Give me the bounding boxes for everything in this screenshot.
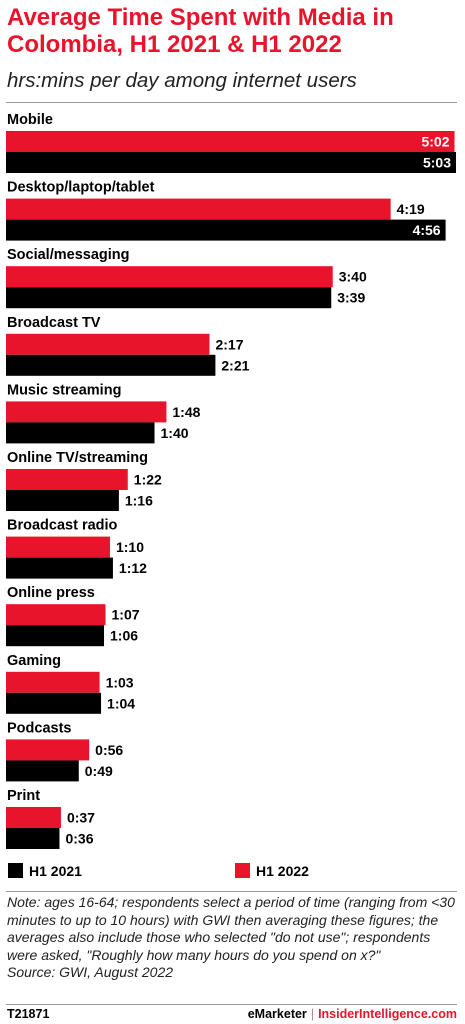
brand-emarketer: eMarketer: [247, 1007, 307, 1021]
category-label-music-streaming: Music streaming: [7, 382, 121, 398]
bar-h1-2022-online-tv-streaming: [6, 469, 128, 490]
value-label-h1-2022-desktop-laptop-tablet: 4:19: [397, 201, 425, 217]
value-label-h1-2022-online-tv-streaming: 1:22: [134, 472, 162, 488]
source-text: Source: GWI, August 2022: [7, 964, 174, 980]
bar-h1-2022-mobile: [6, 131, 455, 152]
value-label-h1-2021-print: 0:36: [65, 831, 93, 847]
legend-swatch-h1-2021: [8, 863, 23, 878]
bar-h1-2022-broadcast-radio: [6, 536, 110, 558]
notes-block: Note: ages 16-64; respondents select a p…: [7, 894, 459, 982]
value-label-h1-2021-music-streaming: 1:40: [161, 425, 189, 441]
category-label-print: Print: [7, 788, 40, 804]
note-text: Note: ages 16-64; respondents select a p…: [7, 894, 455, 963]
value-label-h1-2022-social-messaging: 3:40: [339, 269, 367, 285]
category-label-desktop-laptop-tablet: Desktop/laptop/tablet: [7, 180, 155, 196]
bar-h1-2022-broadcast-tv: [6, 333, 210, 355]
bar-h1-2021-print: [6, 828, 60, 849]
bar-h1-2021-online-press: [6, 625, 105, 647]
value-label-h1-2022-podcasts: 0:56: [95, 742, 123, 758]
value-label-h1-2021-desktop-laptop-tablet: 4:56: [413, 222, 441, 238]
value-label-h1-2021-social-messaging: 3:39: [337, 290, 365, 306]
bar-h1-2021-social-messaging: [6, 287, 332, 309]
footer-divider: [6, 1004, 457, 1005]
bar-h1-2021-broadcast-tv: [6, 354, 216, 376]
category-label-gaming: Gaming: [7, 653, 61, 669]
bar-h1-2021-podcasts: [6, 760, 79, 782]
value-label-h1-2022-mobile: 5:02: [421, 134, 449, 150]
value-label-h1-2021-mobile: 5:03: [423, 155, 451, 171]
footer-brand: eMarketer | InsiderIntelligence.com: [248, 1007, 457, 1022]
chart-id: T21871: [7, 1007, 50, 1021]
legend-swatch-h1-2022: [235, 863, 250, 878]
category-label-podcasts: Podcasts: [7, 720, 71, 736]
value-label-h1-2021-broadcast-tv: 2:21: [221, 357, 249, 373]
chart-title: Average Time Spent with Media in Colombi…: [7, 4, 394, 58]
legend-label-h1-2022: H1 2022: [256, 863, 309, 879]
bar-h1-2022-gaming: [6, 671, 100, 693]
bar-h1-2021-music-streaming: [6, 422, 155, 444]
bar-h1-2021-online-tv-streaming: [6, 490, 119, 511]
bar-h1-2022-music-streaming: [6, 401, 167, 423]
value-label-h1-2022-online-press: 1:07: [112, 607, 140, 623]
brand-insiderintelligence: InsiderIntelligence.com: [318, 1007, 457, 1021]
value-label-h1-2021-gaming: 1:04: [107, 695, 135, 711]
legend-item-h1-2021: H1 2021: [8, 862, 82, 880]
value-label-h1-2022-broadcast-tv: 2:17: [215, 336, 243, 352]
category-label-online-tv-streaming: Online TV/streaming: [7, 450, 148, 466]
value-label-h1-2022-print: 0:37: [67, 810, 95, 826]
category-label-broadcast-radio: Broadcast radio: [7, 518, 118, 534]
bar-h1-2021-desktop-laptop-tablet: [6, 219, 446, 241]
value-label-h1-2022-gaming: 1:03: [106, 674, 134, 690]
category-label-broadcast-tv: Broadcast TV: [7, 315, 101, 331]
value-label-h1-2022-music-streaming: 1:48: [172, 404, 200, 420]
bar-h1-2022-online-press: [6, 604, 106, 626]
bar-h1-2021-mobile: [6, 152, 456, 173]
header-divider: [6, 102, 457, 103]
category-label-social-messaging: Social/messaging: [7, 247, 130, 263]
category-label-online-press: Online press: [7, 585, 95, 601]
legend-item-h1-2022: H1 2022: [235, 862, 309, 880]
bar-h1-2021-gaming: [6, 692, 102, 714]
category-label-mobile: Mobile: [7, 112, 53, 128]
legend-label-h1-2021: H1 2021: [29, 863, 82, 879]
bar-h1-2021-broadcast-radio: [6, 557, 113, 579]
chart-subtitle: hrs:mins per day among internet users: [7, 69, 357, 92]
value-label-h1-2021-online-tv-streaming: 1:16: [125, 493, 153, 509]
value-label-h1-2021-online-press: 1:06: [110, 628, 138, 644]
bar-h1-2022-podcasts: [6, 739, 90, 761]
bar-h1-2022-social-messaging: [6, 266, 333, 288]
brand-separator: |: [310, 1007, 315, 1021]
bar-h1-2022-desktop-laptop-tablet: [6, 198, 391, 220]
bar-h1-2022-print: [6, 807, 61, 828]
notes-divider: [6, 891, 457, 892]
value-label-h1-2021-podcasts: 0:49: [85, 763, 113, 779]
value-label-h1-2021-broadcast-radio: 1:12: [119, 560, 147, 576]
bar-chart: Mobile 5:02 5:03 Desktop/laptop/tablet 4:19 4…: [6, 112, 456, 849]
value-label-h1-2022-broadcast-radio: 1:10: [116, 539, 144, 555]
